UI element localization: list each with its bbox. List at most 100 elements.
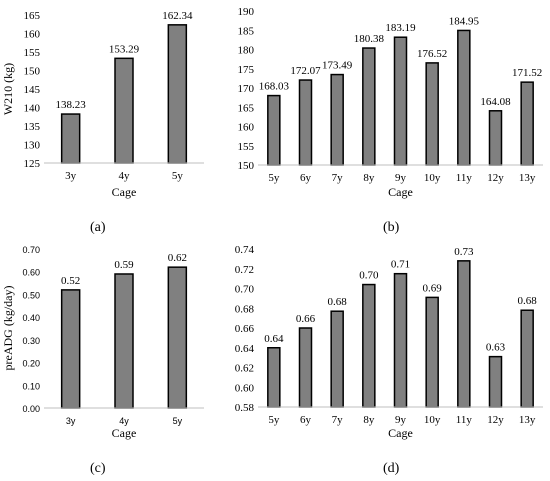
x-tick-label: 6y: [300, 172, 312, 184]
x-tick-label: 3y: [66, 416, 76, 426]
y-tick-label: 155: [24, 47, 41, 59]
bar-5y: [167, 24, 188, 164]
x-tick-label: 9y: [395, 414, 407, 426]
bar-6y: [298, 79, 313, 166]
y-tick-label: 0.58: [235, 402, 255, 414]
y-axis-label: W210 (kg): [1, 63, 15, 115]
bar-9y: [393, 272, 408, 408]
x-tick-label: 5y: [172, 170, 184, 182]
y-tick-label: 145: [24, 84, 41, 96]
x-tick-label: 6y: [300, 414, 312, 426]
bar-3y: [60, 289, 81, 409]
y-tick-label: 0.00: [22, 404, 40, 414]
x-tick-label: 5y: [268, 414, 280, 426]
x-tick-label: 13y: [519, 414, 536, 426]
y-tick-label: 140: [24, 103, 41, 115]
x-tick-label: 12y: [487, 172, 504, 184]
bar-5y: [267, 94, 281, 166]
data-label: 0.63: [486, 342, 506, 354]
bar-11y: [457, 29, 471, 166]
x-tick-label: 11y: [456, 414, 473, 426]
y-tick-label: 175: [238, 64, 255, 76]
y-tick-label: 185: [238, 25, 255, 37]
x-tick-label: 7y: [332, 414, 344, 426]
y-tick-label: 135: [24, 121, 41, 133]
y-tick-label: 170: [238, 83, 255, 95]
y-tick-label: 130: [24, 140, 41, 152]
data-label: 183.19: [385, 22, 416, 34]
data-label: 0.64: [264, 333, 284, 345]
panel-d-chart: 0.58 0.60 0.62 0.64 0.66 0.68 0.70 0.72 0.74 0.64…: [235, 244, 543, 440]
data-label: 138.23: [56, 99, 87, 111]
data-label: 0.71: [391, 259, 410, 271]
x-tick-label: 11y: [456, 172, 473, 184]
y-tick-label: 160: [238, 122, 255, 134]
data-label: 0.59: [114, 259, 134, 271]
bar-6y: [298, 327, 313, 408]
bar-8y: [362, 47, 376, 166]
y-tick-label: 0.50: [22, 290, 40, 300]
data-label: 0.62: [168, 252, 187, 264]
data-label: 172.07: [290, 65, 321, 77]
data-label: 0.69: [423, 282, 443, 294]
data-label: 168.03: [259, 81, 290, 93]
y-tick-label: 0.10: [22, 381, 40, 391]
x-tick-label: 4y: [119, 170, 131, 182]
data-label: 162.34: [162, 10, 193, 22]
data-label: 0.52: [61, 275, 80, 287]
y-tick-label: 165: [238, 102, 255, 114]
x-axis-label: Cage: [388, 185, 413, 199]
x-tick-label: 5y: [268, 172, 280, 184]
panel-c-chart: 0.00 0.10 0.20 0.30 0.40 0.50 0.60 0.70 preADG (…: [1, 245, 204, 440]
bar-11y: [457, 260, 471, 408]
data-label: 0.73: [454, 246, 474, 258]
panel-b-chart: 150 155 160 165 170 175 180 185 190 168.03 5y 172.0…: [238, 6, 543, 199]
y-tick-label: 0.70: [22, 245, 40, 255]
bar-10y: [425, 296, 439, 408]
x-axis-label: Cage: [388, 426, 413, 440]
bar-4y: [114, 273, 134, 409]
bar-9y: [393, 36, 408, 166]
y-tick-label: 0.62: [235, 363, 254, 375]
x-tick-label: 10y: [424, 172, 441, 184]
data-label: 180.38: [354, 33, 385, 45]
bar-5y: [167, 266, 188, 409]
y-tick-label: 180: [238, 45, 255, 57]
x-tick-label: 9y: [395, 172, 407, 184]
panel-a-chart: 125 130 135 140 145 150 155 160 165 W210 (kg) 138.…: [1, 10, 204, 199]
bar-13y: [520, 309, 534, 408]
x-tick-label: 5y: [173, 416, 183, 426]
panel-label-c: (c): [90, 461, 106, 476]
panel-label-b: (b): [383, 220, 400, 235]
bar-7y: [330, 73, 344, 166]
y-tick-label: 155: [238, 141, 255, 153]
y-tick-label: 0.60: [235, 382, 255, 394]
bar-4y: [114, 57, 134, 164]
bar-12y: [488, 355, 503, 408]
y-tick-label: 0.68: [235, 303, 255, 315]
x-axis-label: Cage: [112, 185, 137, 199]
bar-5y: [267, 347, 281, 408]
bar-12y: [488, 110, 503, 166]
x-tick-label: 8y: [363, 414, 375, 426]
bar-7y: [330, 310, 344, 408]
y-tick-label: 190: [238, 6, 255, 18]
panel-label-d: (d): [383, 461, 400, 476]
x-tick-label: 8y: [363, 172, 375, 184]
y-tick-label: 150: [238, 160, 255, 172]
x-tick-label: 10y: [424, 414, 441, 426]
y-tick-label: 0.30: [22, 336, 40, 346]
x-axis-label: Cage: [112, 426, 137, 440]
y-tick-label: 0.64: [235, 343, 255, 355]
data-label: 0.70: [359, 270, 379, 282]
y-tick-label: 0.70: [235, 284, 255, 296]
y-tick-label: 0.72: [235, 264, 254, 276]
data-label: 184.95: [449, 15, 480, 27]
data-label: 0.68: [328, 296, 348, 308]
y-axis-label: preADG (kg/day): [1, 286, 15, 371]
x-tick-label: 4y: [119, 416, 129, 426]
x-tick-label: 3y: [65, 170, 77, 182]
bar-13y: [520, 81, 534, 166]
y-tick-label: 125: [24, 158, 41, 170]
